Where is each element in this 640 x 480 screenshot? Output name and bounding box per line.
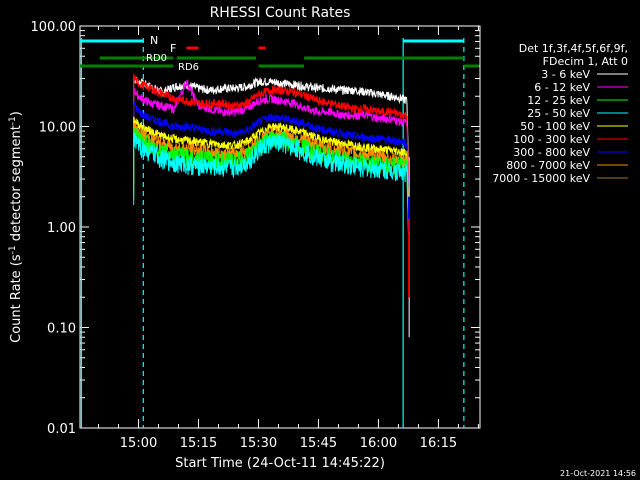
- legend: Det 1f,3f,4f,5f,6f,9f, FDecim 1, Att 0 3…: [492, 42, 628, 185]
- legend-label: 800 - 7000 keV: [506, 159, 590, 172]
- x-tick-labels: 15:00 15:15 15:30 15:45 16:00 16:15: [120, 436, 457, 451]
- x-tick-label: 16:15: [420, 436, 457, 451]
- legend-header-1: Det 1f,3f,4f,5f,6f,9f,: [519, 42, 628, 55]
- legend-header-2: FDecim 1, Att 0: [543, 55, 628, 68]
- series-line-300-800keV: [133, 101, 409, 204]
- y-axis-label-part2: detector segment: [9, 125, 24, 245]
- legend-label: 300 - 800 keV: [513, 146, 590, 159]
- y-tick-labels: 100.00 10.00 1.00 0.10 0.01: [31, 20, 77, 437]
- legend-label: 100 - 300 keV: [513, 133, 590, 146]
- y-tick-label: 0.01: [47, 422, 76, 437]
- series-line-50-100keV: [133, 116, 409, 214]
- legend-label: 6 - 12 keV: [534, 81, 590, 94]
- y-axis-label: Count Rate (s-1 detector segment-1): [8, 111, 24, 343]
- y-axis-label-part3: ): [9, 111, 24, 116]
- y-axis-label-sup1: -1: [8, 245, 18, 254]
- y-tick-label: 0.10: [47, 322, 76, 337]
- chart-title: RHESSI Count Rates: [210, 5, 351, 21]
- y-tick-label: 10.00: [39, 121, 76, 136]
- annotation-rd0: RD0: [146, 53, 167, 64]
- legend-label: 7000 - 15000 keV: [492, 172, 590, 185]
- x-tick-label: 15:15: [180, 436, 217, 451]
- legend-label: 12 - 25 keV: [527, 94, 590, 107]
- annotation-rd6: RD6: [178, 62, 199, 73]
- legend-label: 25 - 50 keV: [527, 107, 590, 120]
- footer-timestamp: 21-Oct-2021 14:56: [560, 469, 636, 478]
- y-axis-label-part1: Count Rate (s: [9, 254, 24, 343]
- annotation-n: N: [150, 34, 158, 47]
- annotation-f: F: [170, 42, 176, 55]
- series-line-100-300keV: [133, 74, 409, 176]
- series-line-25-50keV: [133, 132, 409, 233]
- y-tick-label: 100.00: [31, 20, 77, 35]
- legend-label: 3 - 6 keV: [541, 68, 590, 81]
- y-tick-label: 1.00: [47, 221, 76, 236]
- series-lines: [133, 74, 410, 338]
- legend-label: 50 - 100 keV: [520, 120, 590, 133]
- series-line-3-6keV: [133, 76, 409, 162]
- x-tick-label: 16:00: [360, 436, 397, 451]
- x-tick-label: 15:00: [120, 436, 157, 451]
- state-markers: [80, 38, 479, 428]
- x-tick-label: 15:30: [240, 436, 277, 451]
- x-tick-label: 15:45: [300, 436, 337, 451]
- x-axis-label: Start Time (24-Oct-11 14:45:22): [175, 456, 385, 471]
- y-axis-label-sup2: -1: [8, 116, 18, 125]
